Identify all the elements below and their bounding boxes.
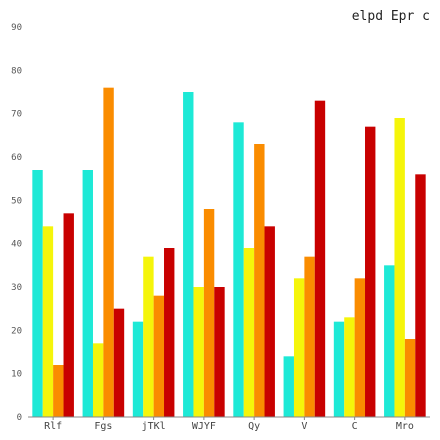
bar-WJYF-series-3 [203, 209, 215, 417]
bar-Rlf-series-1 [32, 170, 43, 417]
bar-Mro-series-1 [384, 265, 395, 417]
x-tick-label: Rlf [44, 421, 62, 432]
bar-Fgs-series-2 [92, 343, 104, 417]
x-tick-label: C [352, 421, 358, 432]
bar-Rlf-series-2 [42, 226, 54, 417]
bar-jTKl-series-1 [132, 321, 144, 417]
y-tick-label: 20 [11, 326, 22, 336]
bar-V-series-4 [314, 100, 326, 418]
bar-V-series-1 [283, 356, 294, 417]
y-tick-label: 80 [11, 66, 22, 76]
bar-WJYF-series-2 [193, 287, 204, 417]
bar-C-series-1 [333, 321, 345, 417]
x-tick-label: Mro [396, 421, 414, 432]
bar-Qy-series-3 [254, 144, 265, 417]
y-tick-label: 60 [11, 153, 22, 163]
y-tick-label: 40 [11, 240, 22, 250]
y-tick-label: 90 [11, 23, 22, 33]
bar-C-series-3 [354, 278, 366, 417]
y-tick-label: 50 [11, 196, 22, 206]
x-tick-label: jTKl [142, 421, 166, 432]
bar-Qy-series-4 [264, 226, 275, 417]
bar-WJYF-series-1 [183, 92, 194, 417]
bar-Mro-series-2 [394, 118, 405, 417]
bar-V-series-2 [293, 278, 305, 417]
bar-Fgs-series-4 [113, 308, 125, 417]
bar-Rlf-series-3 [53, 365, 64, 417]
bar-Mro-series-3 [404, 339, 416, 417]
y-tick-label: 10 [11, 370, 22, 380]
bar-Mro-series-4 [415, 174, 426, 417]
bar-Fgs-series-1 [82, 170, 93, 417]
x-axis: Rlf Fgs jTKl WJYF Qy V C Mro [44, 417, 414, 432]
chart-title: elpd Epr c [352, 9, 430, 24]
bars-group [32, 87, 426, 418]
bar-C-series-2 [344, 317, 355, 417]
x-tick-label: Qy [248, 421, 260, 432]
bar-V-series-3 [304, 256, 315, 417]
bar-jTKl-series-3 [153, 295, 165, 417]
y-tick-label: 30 [11, 283, 22, 293]
x-tick-label: Fgs [94, 421, 112, 432]
bar-WJYF-series-4 [214, 287, 225, 417]
y-tick-label: 70 [11, 110, 22, 120]
bar-Rlf-series-4 [63, 213, 74, 417]
bar-Qy-series-1 [233, 122, 244, 417]
x-tick-label: V [301, 421, 307, 432]
bar-jTKl-series-2 [143, 256, 154, 417]
bar-jTKl-series-4 [164, 248, 175, 417]
bar-C-series-4 [365, 126, 376, 418]
x-tick-label: WJYF [192, 421, 216, 432]
bar-Qy-series-2 [243, 248, 255, 417]
y-axis: 0 10 20 30 40 50 60 70 80 90 [11, 23, 22, 423]
bar-Fgs-series-3 [103, 87, 114, 418]
y-tick-label: 0 [17, 413, 22, 423]
